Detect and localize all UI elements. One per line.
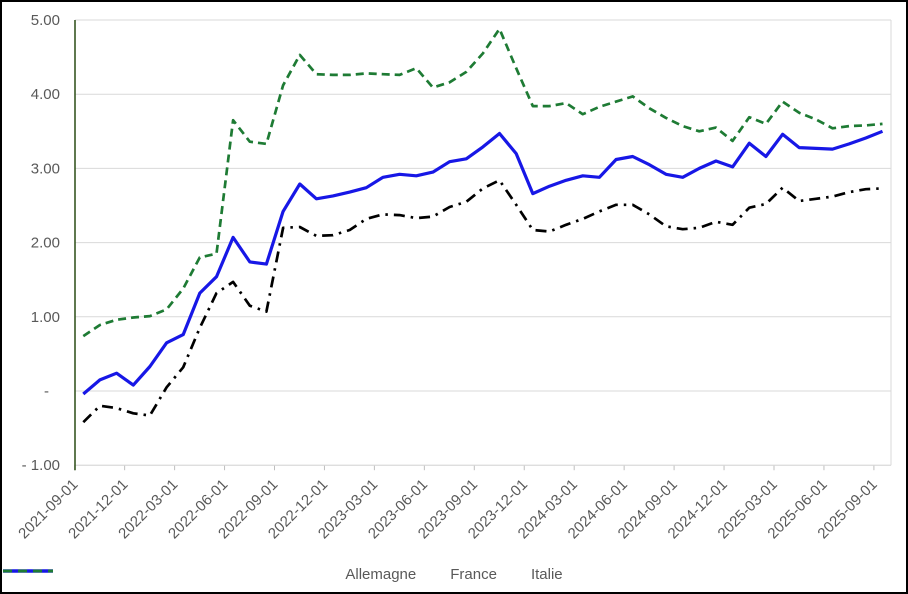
y-axis-label: 5.00: [31, 12, 60, 29]
y-axis-label: -: [44, 383, 49, 400]
chart-legend: Allemagne France Italie: [2, 567, 906, 582]
y-axis-label: 3.00: [31, 160, 60, 177]
legend-label-italie: Italie: [530, 566, 563, 583]
series-line-italie: [82, 27, 883, 338]
plot-borders: [74, 20, 892, 471]
series-line-allemagne: [82, 178, 883, 424]
x-axis-labels: 2021-09-012021-12-012022-03-012022-06-01…: [15, 476, 880, 542]
legend-item-italie: Italie: [3, 566, 563, 583]
italie-line-sample-icon: [3, 569, 53, 573]
series-line-france: [82, 129, 884, 396]
x-axis-ticks: [74, 465, 875, 471]
legend-label-france: France: [450, 566, 497, 583]
y-axis-label: 4.00: [31, 86, 60, 103]
y-axis-label: 1.00: [31, 309, 60, 326]
legend-item-france: France: [3, 566, 497, 583]
y-axis-labels: 5.00 4.00 3.00 2.00 1.00 - - 1.00: [22, 12, 60, 474]
legend-label-allemagne: Allemagne: [345, 566, 417, 583]
legend-item-allemagne: Allemagne: [3, 566, 417, 583]
y-axis-label: 2.00: [31, 235, 60, 252]
y-axis-label: - 1.00: [22, 457, 60, 474]
gridlines: [75, 19, 891, 466]
series-lines: [82, 27, 884, 424]
